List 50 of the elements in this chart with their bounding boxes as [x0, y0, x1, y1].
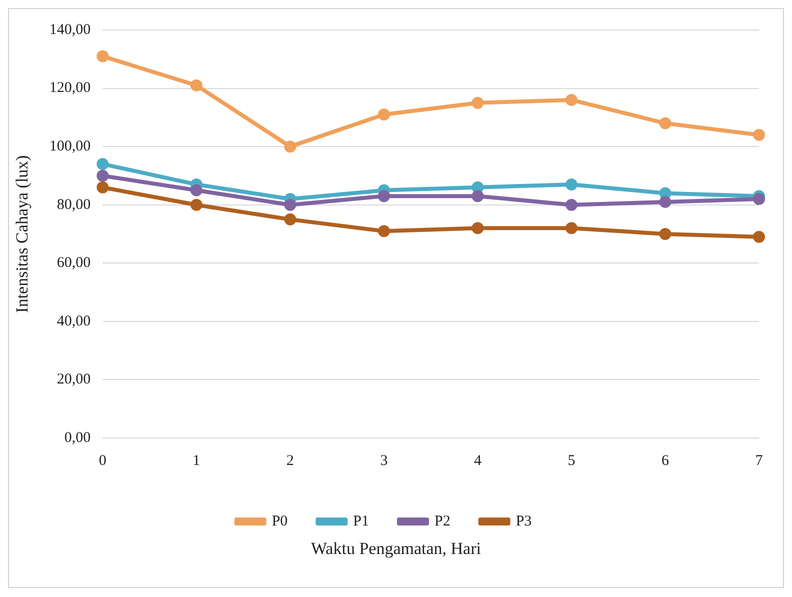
x-tick-label: 5: [568, 452, 576, 469]
y-tick-label: 60,00: [56, 255, 91, 272]
point: [190, 79, 202, 92]
point: [472, 190, 484, 202]
x-tick-label: 7: [755, 452, 764, 469]
x-axis-title: Waktu Pengamatan, Hari: [310, 539, 482, 559]
point: [96, 50, 109, 62]
y-tick-label: 40,00: [56, 313, 91, 330]
point: [659, 228, 672, 240]
x-tick-label: 1: [192, 452, 200, 469]
x-tick-label: 2: [286, 452, 294, 469]
point: [284, 213, 296, 226]
x-tick-label: 4: [474, 452, 482, 469]
x-tick-label: 6: [661, 452, 670, 469]
legend-label: P0: [272, 513, 288, 530]
y-tick-label: 100,00: [49, 138, 91, 155]
point: [753, 230, 765, 243]
point: [378, 108, 390, 121]
point: [659, 187, 672, 200]
y-tick-label: 0,00: [64, 430, 91, 446]
x-tick-label: 3: [380, 452, 388, 469]
point: [565, 222, 578, 234]
y-axis-title: Intensitas Cahaya (lux): [12, 155, 32, 313]
point: [378, 225, 390, 238]
point: [659, 196, 672, 208]
y-tick-label: 20,00: [56, 372, 91, 388]
point: [378, 190, 390, 202]
point: [190, 198, 202, 211]
point: [96, 158, 109, 170]
y-tick-label: 80,00: [56, 196, 91, 213]
y-tick-label: 120,00: [49, 80, 91, 96]
point: [753, 128, 765, 141]
point: [190, 184, 202, 196]
point: [96, 170, 109, 182]
legend-label: P3: [516, 513, 532, 530]
point: [565, 198, 578, 211]
point: [472, 181, 484, 194]
legend-label: P2: [434, 513, 450, 530]
x-tick-label: 0: [98, 452, 106, 469]
point: [565, 178, 578, 190]
point: [284, 198, 296, 211]
point: [565, 94, 578, 106]
point: [753, 193, 765, 206]
legend-label: P1: [353, 513, 369, 530]
point: [472, 96, 484, 109]
point: [472, 222, 484, 234]
point: [284, 140, 296, 153]
point: [659, 117, 672, 130]
y-tick-label: 140,00: [49, 22, 91, 38]
point: [96, 181, 109, 194]
